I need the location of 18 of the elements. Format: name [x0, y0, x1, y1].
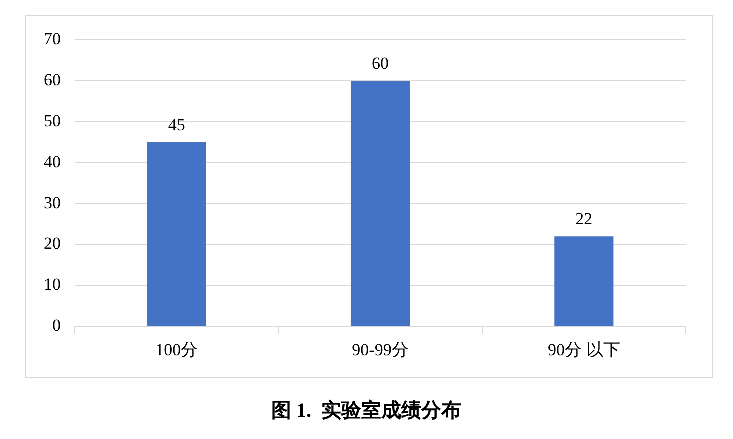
y-tick-label: 0 — [52, 316, 61, 336]
x-tick-label: 90分 以下 — [548, 340, 620, 360]
bar — [350, 81, 410, 326]
x-tick-label: 90-99分 — [352, 340, 409, 360]
x-tick-label: 100分 — [156, 340, 198, 360]
y-tick-label: 60 — [44, 70, 61, 90]
y-tick-label: 30 — [44, 193, 61, 212]
data-label: 45 — [168, 115, 186, 134]
data-label: 22 — [576, 210, 593, 229]
y-tick-label: 40 — [44, 152, 61, 172]
text: 图 1. 实验室成绩分布 — [270, 398, 462, 424]
data-label: 60 — [372, 54, 389, 74]
y-tick-label: 10 — [44, 275, 61, 294]
y-tick-label: 50 — [44, 111, 61, 130]
bar — [554, 236, 614, 326]
bar — [147, 142, 206, 326]
y-tick-label: 70 — [44, 30, 61, 49]
y-tick-label: 20 — [44, 234, 61, 254]
